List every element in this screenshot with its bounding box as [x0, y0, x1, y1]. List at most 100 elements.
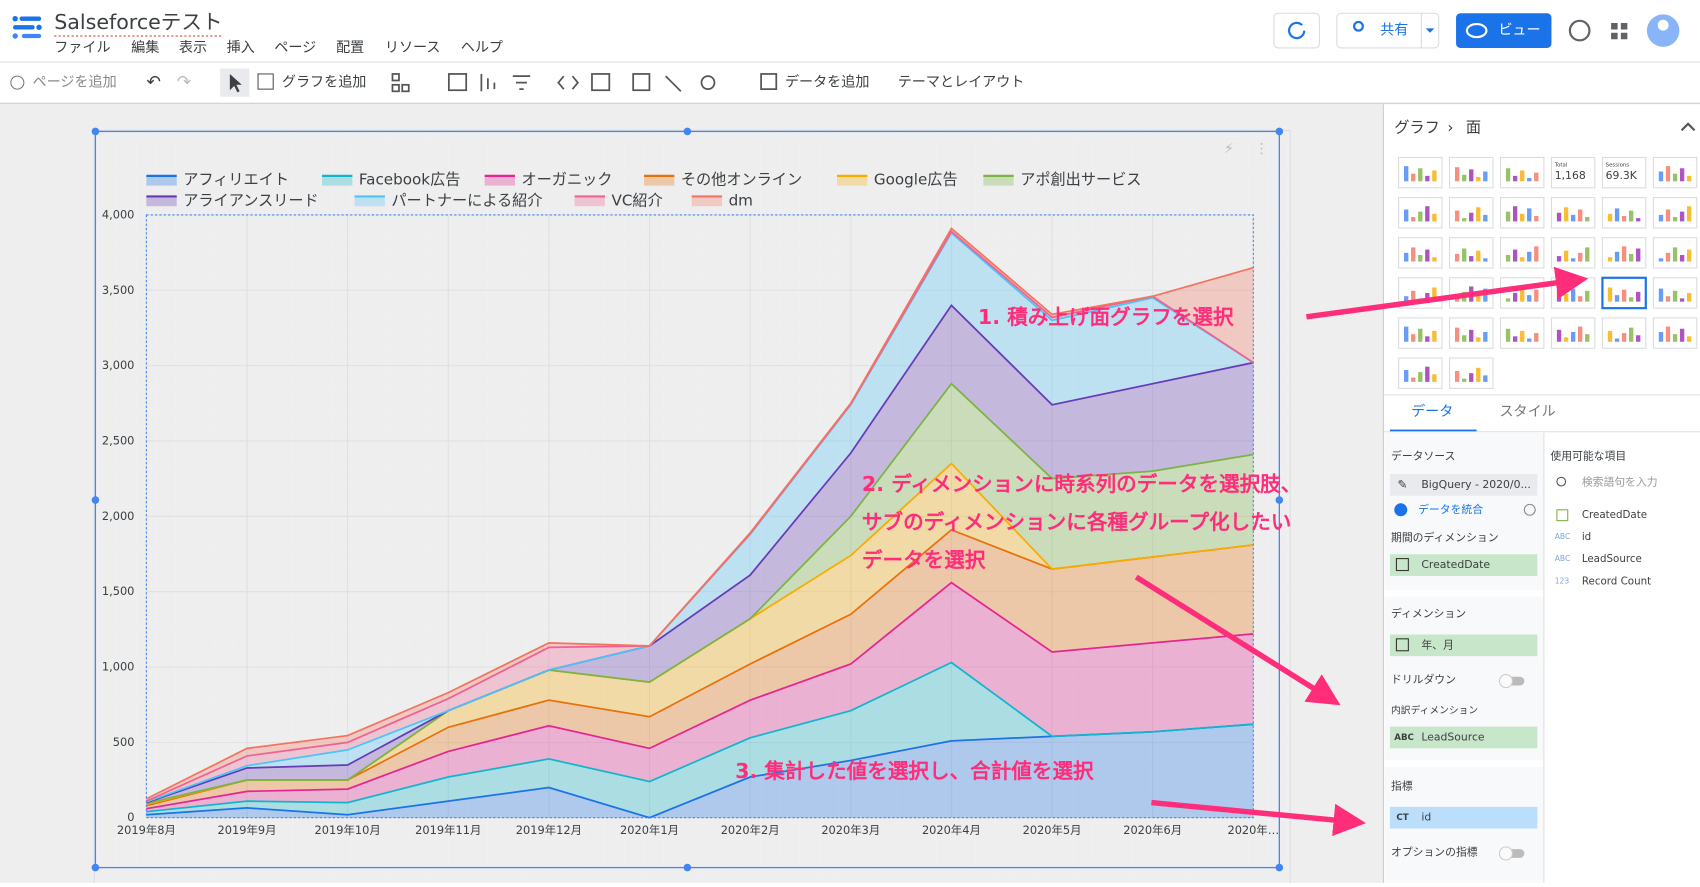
data-source-chip[interactable] [1389, 474, 1538, 496]
x-tick-label: 2020年3月 [821, 823, 880, 837]
theme-layout[interactable]: テーマとレイアウト [898, 75, 1025, 91]
logo [12, 15, 42, 39]
dropdown-icon[interactable] [1425, 28, 1435, 33]
field-type: ABC [1555, 554, 1571, 563]
chart-type-icon[interactable] [1601, 156, 1647, 189]
legend-label: アライアンスリード [183, 191, 319, 209]
resize-handle[interactable] [91, 863, 100, 872]
tab-data[interactable]: データ [1411, 403, 1453, 420]
collapse-icon[interactable] [1680, 122, 1696, 132]
icon-glyph [1476, 337, 1481, 342]
toggle-knob [1498, 846, 1513, 861]
y-tick-label: 0 [127, 810, 134, 824]
type-badge: CT [1396, 813, 1408, 823]
icon-glyph [1520, 170, 1525, 182]
icon-glyph [1404, 326, 1409, 342]
legend-label: アフィリエイト [183, 171, 289, 189]
view-button[interactable] [1456, 13, 1552, 48]
field[interactable]: CreatedDate [1582, 509, 1647, 521]
icon-glyph [1534, 172, 1539, 182]
icon-glyph [1505, 255, 1511, 262]
area-fill [146, 724, 1254, 818]
apps-icon[interactable] [1611, 23, 1628, 40]
chart-type-icon[interactable] [1550, 156, 1596, 189]
share-button[interactable] [1336, 12, 1440, 49]
date-icon [1556, 509, 1569, 522]
icon-glyph [1483, 214, 1488, 222]
search[interactable]: 検索語句を入力 [1582, 475, 1658, 489]
menu-item[interactable]: ファイル [54, 40, 110, 56]
help-icon[interactable] [1523, 503, 1536, 516]
resize-handle[interactable] [683, 127, 692, 136]
resize-handle[interactable] [1275, 127, 1284, 136]
tab-style[interactable]: スタイル [1499, 404, 1555, 420]
icon-glyph [1534, 246, 1539, 262]
resize-handle[interactable] [91, 127, 100, 136]
icon-glyph [1658, 258, 1664, 262]
add-data[interactable]: データを追加 [785, 74, 869, 91]
chart-action-icon[interactable]: ⚡ [1224, 141, 1234, 157]
toolbar-icons[interactable] [391, 73, 778, 93]
dimension[interactable]: 年、月 [1421, 637, 1453, 651]
dimension-chip[interactable] [1389, 634, 1538, 657]
report-title[interactable]: Salseforceテスト [54, 10, 222, 34]
chart-type-icon[interactable] [1601, 197, 1647, 229]
view-label[interactable]: ビュー [1498, 23, 1540, 39]
redo-icon[interactable]: ↷ [177, 73, 192, 93]
chart-type-icon[interactable] [1652, 197, 1698, 229]
icon-glyph [1679, 255, 1685, 262]
area-line [146, 581, 1254, 810]
tab-underline [1389, 429, 1477, 432]
field[interactable]: id [1582, 531, 1591, 543]
refresh-button[interactable] [1273, 12, 1320, 49]
resize-handle[interactable] [1275, 863, 1284, 872]
period-dimension[interactable]: CreatedDate [1421, 558, 1490, 571]
blend[interactable]: データを統合 [1418, 502, 1483, 516]
undo-icon[interactable]: ↶ [146, 73, 161, 93]
metric[interactable]: id [1421, 811, 1431, 824]
data-source[interactable]: BigQuery - 2020/0... [1421, 478, 1530, 491]
type-badge: ABC [1394, 733, 1414, 743]
chart-type-icon[interactable] [1652, 317, 1698, 349]
icon-glyph [1432, 257, 1437, 262]
breakdown[interactable]: LeadSource [1421, 730, 1485, 743]
add-page[interactable]: ページを追加 [33, 75, 117, 91]
field[interactable]: Record Count [1582, 575, 1651, 587]
icon-glyph [1534, 333, 1539, 342]
legend-label: オーガニック [521, 171, 612, 189]
resize-handle[interactable] [683, 863, 692, 872]
y-tick-label: 1,000 [102, 660, 135, 674]
menu-item[interactable]: 配置 [336, 40, 364, 56]
period-chip[interactable] [1389, 554, 1538, 576]
icon-glyph [1614, 295, 1620, 302]
y-tick-label: 500 [113, 735, 135, 749]
breakdown-chip[interactable] [1389, 726, 1538, 749]
chart-type-icon[interactable] [1449, 237, 1494, 269]
menu-item[interactable]: 表示 [179, 40, 207, 56]
area-fill [146, 582, 1254, 812]
more-icon[interactable]: ⋮ [1254, 141, 1268, 157]
legend-swatch [983, 175, 1014, 186]
add-chart[interactable]: グラフを追加 [282, 75, 366, 91]
icon-glyph [1425, 206, 1430, 222]
help-icon[interactable] [1568, 19, 1591, 42]
icon-glyph [1607, 287, 1613, 302]
menu-item[interactable]: ヘルプ [461, 40, 503, 56]
metric-chip[interactable] [1389, 806, 1538, 829]
resize-handle[interactable] [1275, 496, 1284, 504]
field[interactable]: LeadSource [1582, 553, 1642, 565]
icon-glyph [1425, 175, 1430, 182]
menu-item[interactable]: リソース [385, 40, 441, 56]
resize-handle[interactable] [91, 496, 100, 504]
icon-glyph [1563, 337, 1569, 342]
legend-swatch [836, 175, 868, 186]
avatar[interactable] [1646, 14, 1680, 47]
icon-glyph [1672, 217, 1678, 222]
menu-item[interactable]: 編集 [131, 39, 159, 56]
menu-item[interactable]: ページ [274, 40, 316, 56]
icon-glyph [1469, 329, 1474, 342]
menu-item[interactable]: 挿入 [227, 40, 255, 56]
share-label[interactable]: 共有 [1380, 23, 1408, 39]
legend-swatch [354, 196, 385, 207]
